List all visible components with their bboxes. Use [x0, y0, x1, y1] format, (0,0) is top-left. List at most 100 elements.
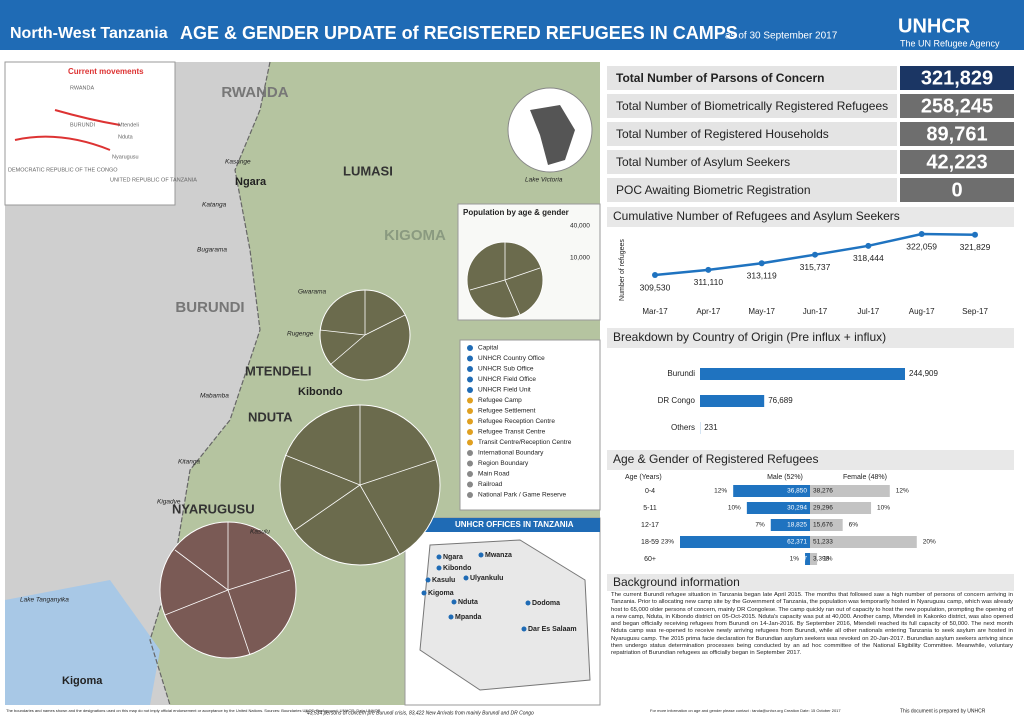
category-label: 0-4: [645, 488, 655, 495]
org-name: UNHCR: [898, 15, 971, 37]
office-marker: [436, 554, 442, 560]
legend-entry: Main Road: [478, 471, 510, 478]
share-label: 1%: [823, 556, 833, 563]
org-tagline: The UN Refugee Agency: [900, 38, 1000, 48]
stat-label-box: [607, 122, 897, 146]
legend-entry: UNHCR Country Office: [478, 355, 545, 362]
legend-entry: UNHCR Field Unit: [478, 387, 531, 394]
legend-entry: Transit Centre/Reception Centre: [478, 439, 572, 446]
panel-title-bar: [607, 574, 1014, 591]
background-text: The current Burundi refugee situation in…: [611, 592, 1013, 657]
legend-symbol: [467, 460, 473, 467]
stat-value: 321,829: [921, 67, 993, 89]
legend-symbol: [467, 418, 473, 425]
bar: [810, 553, 818, 565]
data-label: 311,110: [694, 277, 724, 287]
pie-dividers: [164, 242, 541, 656]
camp-label: NYARUGUSU: [172, 501, 255, 516]
data-label: 321,829: [960, 242, 991, 252]
line-point: [972, 231, 978, 238]
africa: [530, 105, 575, 165]
panel-title: Background information: [613, 575, 740, 589]
legend-symbol: [467, 408, 473, 414]
data-label: 62,371: [787, 539, 807, 546]
office-marker: [436, 565, 442, 571]
stat-value-box: [900, 178, 1014, 202]
office-label: Mpanda: [455, 614, 482, 621]
stat-value: 0: [951, 179, 962, 201]
legend-symbol: [467, 366, 473, 372]
line-point: [758, 260, 765, 267]
category-label: 18-59: [641, 539, 659, 546]
legend-entry: Male (52%): [767, 474, 803, 481]
office-marker: [451, 599, 457, 605]
town-label: Lake Tanganyika: [20, 597, 69, 604]
data-label: 315,737: [800, 262, 831, 272]
stat-value-box: [900, 122, 1014, 146]
data-label: 231: [704, 423, 718, 432]
data-label: 3,398: [813, 556, 830, 563]
panel-title-bar: [607, 450, 1014, 470]
legend-symbol: [467, 429, 473, 435]
pie-scale-label: 40,000: [570, 223, 590, 230]
x-tick-label: May-17: [748, 307, 775, 316]
office-label: Kigoma: [428, 590, 454, 597]
office-marker: [448, 614, 454, 620]
bar: [746, 502, 810, 514]
office-marker: [521, 626, 527, 632]
bar: [810, 485, 890, 497]
x-tick-label: Sep-17: [962, 307, 988, 316]
line-point: [705, 266, 712, 273]
header-title: AGE & GENDER UPDATE of REGISTERED REFUGE…: [180, 23, 738, 43]
x-tick-label: Jul-17: [857, 307, 879, 316]
office-label: Ulyankulu: [470, 575, 503, 582]
town-label: Gwarama: [298, 289, 327, 296]
data-label: 18,825: [787, 522, 807, 529]
stat-label: Total Number of Registered Households: [616, 127, 829, 141]
data-label: 15,676: [813, 522, 833, 529]
category-label: 60+: [644, 556, 656, 563]
office-label: Mwanza: [485, 552, 512, 559]
legend-entry: Capital: [478, 345, 499, 352]
bar: [810, 502, 872, 514]
office-label: Kibondo: [443, 565, 471, 572]
share-label: 12%: [896, 488, 909, 495]
legend-symbol: [467, 376, 473, 383]
pie-scale-label: 10,000: [570, 255, 590, 262]
bar: [810, 536, 917, 548]
town-label: Kitanga: [178, 459, 200, 466]
stat-value-box: [900, 94, 1014, 118]
legend-symbol: [467, 471, 473, 477]
legend-symbol: [467, 355, 473, 362]
share-label: 10%: [728, 505, 741, 512]
inset-label: UNITED REPUBLIC OF TANZANIA: [110, 177, 197, 183]
category-label: 12-17: [641, 522, 659, 529]
office-label: Kasulu: [432, 577, 455, 584]
share-label: 7%: [755, 522, 765, 529]
inset-label: Nduta: [118, 134, 134, 140]
office-label: Ngara: [443, 554, 463, 561]
data-label: 2,377: [791, 556, 808, 563]
category-label: Burundi: [667, 369, 695, 378]
town-label: Bugarama: [197, 247, 227, 254]
town-label: Kasulu: [250, 529, 270, 536]
line-point: [865, 242, 872, 249]
legend-entry: UNHCR Sub Office: [478, 366, 534, 373]
x-tick-label: Aug-17: [909, 307, 935, 316]
office-marker: [425, 577, 431, 583]
offices-title-bar: [405, 518, 600, 532]
category-label: Others: [671, 423, 695, 432]
legend-symbol: [467, 439, 473, 446]
x-tick-label: Jun-17: [803, 307, 828, 316]
legend-entry: Railroad: [478, 481, 503, 488]
bar: [700, 395, 765, 407]
data-label: 309,530: [640, 282, 671, 292]
legend-symbol: [467, 345, 473, 351]
bar: [770, 519, 810, 531]
inset-label: RWANDA: [70, 85, 94, 91]
data-label: 318,444: [853, 253, 884, 263]
header-bar: [0, 0, 1024, 50]
header-region: North-West Tanzania: [10, 25, 168, 42]
tanzania-outline: [419, 539, 591, 691]
legend-entry: UNHCR Field Office: [478, 376, 536, 383]
